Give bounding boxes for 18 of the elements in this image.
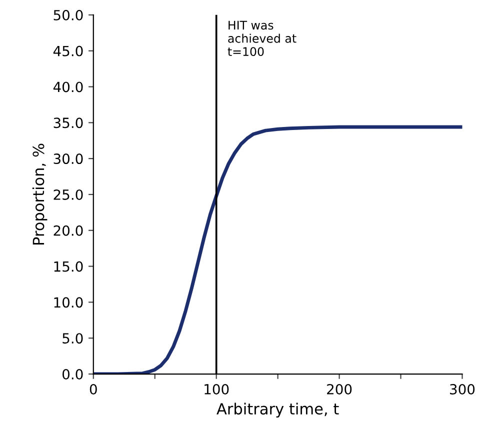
x-tick-label: 200 bbox=[327, 384, 352, 394]
y-tick-label: 35.0 bbox=[54, 118, 83, 128]
y-tick-label: 0.0 bbox=[62, 368, 83, 380]
x-tick-label: 100 bbox=[204, 384, 229, 394]
y-tick-label: 40.0 bbox=[53, 82, 83, 92]
y-tick-label: 45.0 bbox=[53, 46, 83, 56]
x-axis-title: Arbitrary time, t bbox=[216, 402, 339, 418]
x-tick-label: 0 bbox=[90, 384, 97, 394]
x-tick-label: 300 bbox=[450, 384, 475, 394]
y-tick-label: 30.0 bbox=[54, 154, 83, 164]
y-tick-label: 50.0 bbox=[54, 10, 83, 20]
y-tick-label: 10.0 bbox=[54, 297, 83, 308]
y-tick-label: 20.0 bbox=[54, 225, 83, 236]
y-tick-label: 25.0 bbox=[54, 189, 83, 200]
y-axis-title: Proportion, % bbox=[32, 144, 48, 244]
ref-line-label: HIT was achieved at t=100 bbox=[228, 20, 296, 56]
y-tick-label: 5.0 bbox=[62, 333, 83, 344]
y-tick-label: 15.0 bbox=[54, 261, 83, 272]
